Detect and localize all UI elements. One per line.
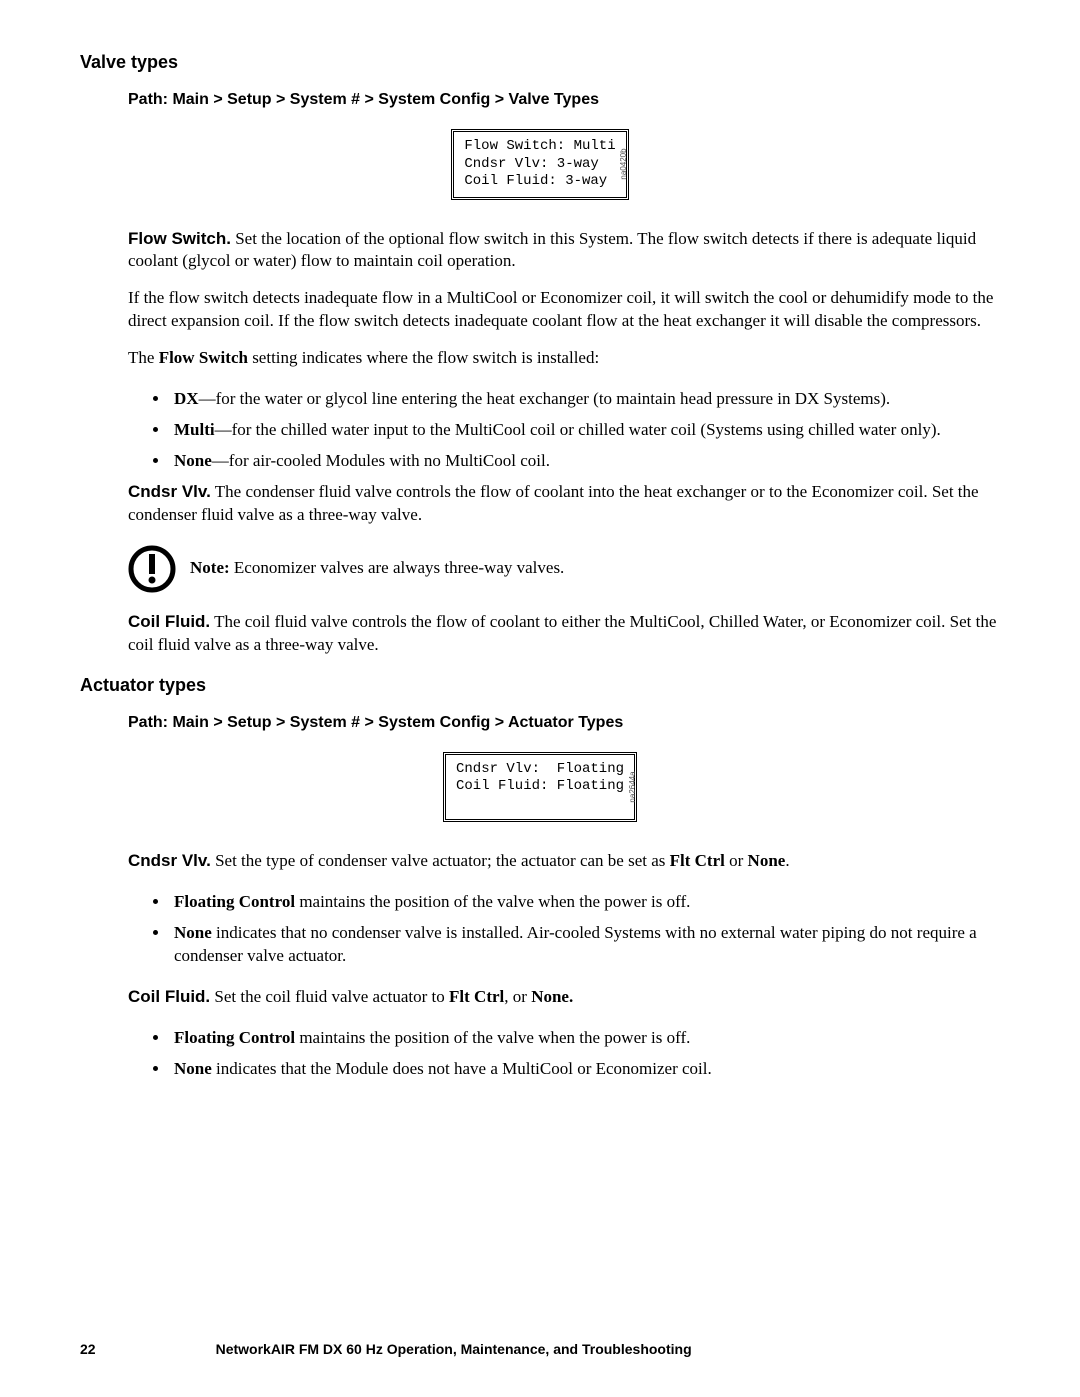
text-span: , or [504, 987, 531, 1006]
page-footer: 22 NetworkAIR FM DX 60 Hz Operation, Mai… [80, 1341, 1000, 1357]
flow-switch-text: Set the location of the optional flow sw… [128, 229, 976, 271]
bullet-text: maintains the position of the valve when… [295, 892, 690, 911]
lcd-line: Coil Fluid: 3-way [464, 173, 615, 191]
bullet-text: —for the water or glycol line entering t… [199, 389, 891, 408]
valve-types-path: Path: Main > Setup > System # > System C… [128, 91, 1000, 109]
coil-fluid-label: Coil Fluid. [128, 987, 210, 1006]
footer-title: NetworkAIR FM DX 60 Hz Operation, Mainte… [216, 1341, 692, 1357]
text-span: Set the coil fluid valve actuator to [210, 987, 449, 1006]
lcd-frame: Cndsr Vlv: Floating Coil Fluid: Floating… [443, 752, 637, 823]
actuator-cndsr-p: Cndsr Vlv. Set the type of condenser val… [128, 850, 1000, 873]
lcd-figure-id: na0420b [620, 149, 629, 180]
actuator-types-heading: Actuator types [80, 675, 1000, 696]
bullet-bold: None [174, 451, 212, 470]
cndsr-vlv-label: Cndsr Vlv. [128, 851, 211, 870]
note-row: Note: Economizer valves are always three… [128, 545, 1000, 593]
cndsr-vlv-paragraph: Cndsr Vlv. The condenser fluid valve con… [128, 481, 1000, 527]
text-span: The [128, 348, 159, 367]
text-bold: Flt Ctrl [670, 851, 725, 870]
cndsr-vlv-label: Cndsr Vlv. [128, 482, 211, 501]
actuator-coil-bullets: Floating Control maintains the position … [128, 1027, 1000, 1081]
list-item: Multi—for the chilled water input to the… [170, 419, 1000, 442]
lcd-figure-id: na2644a [628, 771, 637, 802]
list-item: None indicates that no condenser valve i… [170, 922, 1000, 968]
text-span: setting indicates where the flow switch … [248, 348, 599, 367]
bullet-bold: Floating Control [174, 892, 295, 911]
list-item: None indicates that the Module does not … [170, 1058, 1000, 1081]
actuator-types-path: Path: Main > Setup > System # > System C… [128, 714, 1000, 732]
coil-fluid-text: The coil fluid valve controls the flow o… [128, 612, 996, 654]
alert-icon [128, 545, 176, 593]
actuator-coil-p: Coil Fluid. Set the coil fluid valve act… [128, 986, 1000, 1009]
lcd-display-actuator: Cndsr Vlv: Floating Coil Fluid: Floating… [80, 752, 1000, 823]
flow-switch-paragraphs: Flow Switch. Set the location of the opt… [128, 228, 1000, 371]
lcd-line: Coil Fluid: Floating [456, 778, 624, 796]
cndsr-vlv-p: Cndsr Vlv. The condenser fluid valve con… [128, 481, 1000, 527]
lcd-line: Cndsr Vlv: 3-way [464, 156, 615, 174]
actuator-coil-paragraph: Coil Fluid. Set the coil fluid valve act… [128, 986, 1000, 1009]
text-span: . [785, 851, 789, 870]
coil-fluid-paragraph: Coil Fluid. The coil fluid valve control… [128, 611, 1000, 657]
text-bold: None. [531, 987, 573, 1006]
lcd-line [456, 796, 624, 814]
cndsr-vlv-text: The condenser fluid valve controls the f… [128, 482, 979, 524]
flow-switch-p3: The Flow Switch setting indicates where … [128, 347, 1000, 370]
bullet-bold: DX [174, 389, 199, 408]
flow-switch-bullets: DX—for the water or glycol line entering… [128, 388, 1000, 473]
bullet-text: —for the chilled water input to the Mult… [215, 420, 941, 439]
coil-fluid-label: Coil Fluid. [128, 612, 210, 631]
text-span: Set the type of condenser valve actuator… [211, 851, 670, 870]
list-item: Floating Control maintains the position … [170, 1027, 1000, 1050]
bullet-bold: None [174, 1059, 212, 1078]
flow-switch-p2: If the flow switch detects inadequate fl… [128, 287, 1000, 333]
note-text: Note: Economizer valves are always three… [190, 557, 564, 580]
lcd-frame: Flow Switch: Multi Cndsr Vlv: 3-way Coil… [451, 129, 628, 200]
bullet-text: indicates that the Module does not have … [212, 1059, 712, 1078]
bullet-text: indicates that no condenser valve is ins… [174, 923, 977, 965]
note-body: Economizer valves are always three-way v… [230, 558, 565, 577]
list-item: Floating Control maintains the position … [170, 891, 1000, 914]
bullet-text: maintains the position of the valve when… [295, 1028, 690, 1047]
text-bold: None [748, 851, 786, 870]
text-bold: Flt Ctrl [449, 987, 504, 1006]
page-number: 22 [80, 1341, 96, 1357]
actuator-cndsr-paragraph: Cndsr Vlv. Set the type of condenser val… [128, 850, 1000, 873]
list-item: None—for air-cooled Modules with no Mult… [170, 450, 1000, 473]
lcd-line: Flow Switch: Multi [464, 138, 615, 156]
flow-switch-label: Flow Switch. [128, 229, 231, 248]
bullet-text: —for air-cooled Modules with no MultiCoo… [212, 451, 550, 470]
lcd-display-valve: Flow Switch: Multi Cndsr Vlv: 3-way Coil… [80, 129, 1000, 200]
list-item: DX—for the water or glycol line entering… [170, 388, 1000, 411]
document-page: Valve types Path: Main > Setup > System … [0, 0, 1080, 1397]
text-span: or [725, 851, 748, 870]
bullet-bold: None [174, 923, 212, 942]
note-label: Note: [190, 558, 230, 577]
bullet-bold: Multi [174, 420, 215, 439]
valve-types-heading: Valve types [80, 52, 1000, 73]
text-bold: Flow Switch [159, 348, 248, 367]
coil-fluid-p: Coil Fluid. The coil fluid valve control… [128, 611, 1000, 657]
flow-switch-p1: Flow Switch. Set the location of the opt… [128, 228, 1000, 274]
lcd-line: Cndsr Vlv: Floating [456, 761, 624, 779]
actuator-cndsr-bullets: Floating Control maintains the position … [128, 891, 1000, 968]
bullet-bold: Floating Control [174, 1028, 295, 1047]
